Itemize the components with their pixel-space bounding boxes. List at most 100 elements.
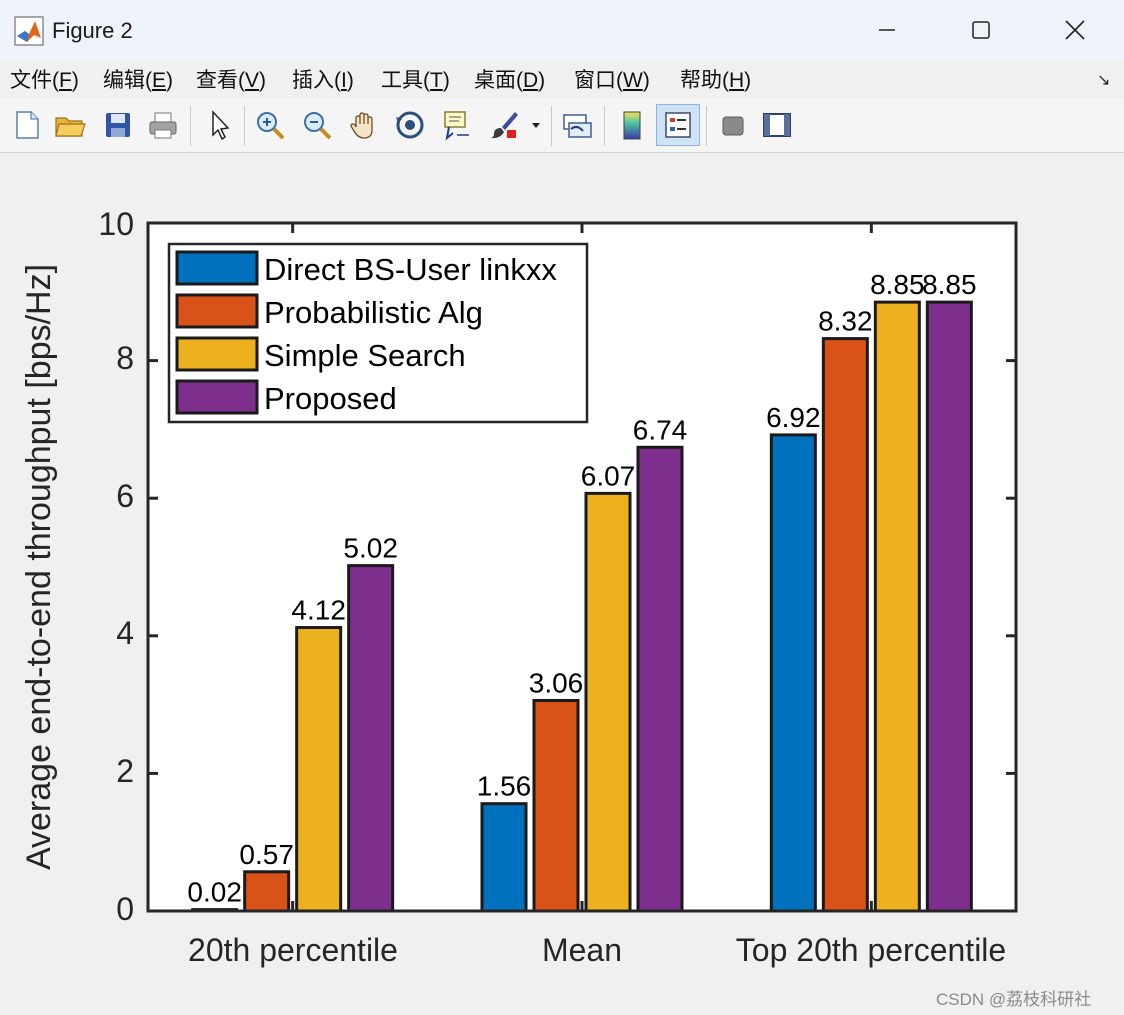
y-tick-label: 2 (116, 753, 134, 789)
data-label: 6.92 (766, 402, 821, 433)
zoom-in-button[interactable] (250, 104, 290, 146)
menu-view[interactable]: 查看(V) (196, 69, 267, 92)
rotate-3d-icon (396, 111, 424, 139)
bar[interactable] (584, 491, 632, 913)
data-label: 5.02 (343, 533, 398, 564)
data-label: 0.57 (239, 839, 294, 870)
y-tick-label: 10 (98, 206, 134, 242)
data-cursor-icon (444, 111, 469, 141)
data-label: 1.56 (477, 771, 532, 802)
legend[interactable]: Direct BS-User linkxx Probabilistic Alg … (167, 242, 589, 424)
open-file-button[interactable] (50, 104, 90, 146)
chevron-down-icon (532, 123, 540, 128)
edit-plot-arrow-icon (212, 110, 230, 141)
legend-label-direct: Direct BS-User linkxx (264, 252, 557, 287)
menu-help[interactable]: 帮助(H) (680, 69, 752, 92)
menu-edit[interactable]: 编辑(E) (103, 69, 174, 92)
legend-icon (665, 112, 691, 138)
bar[interactable] (295, 626, 343, 913)
data-label: 6.74 (633, 414, 688, 445)
y-tick-label: 4 (116, 615, 134, 651)
x-tick-label: Mean (542, 932, 622, 968)
save-button[interactable] (98, 104, 138, 146)
bar[interactable] (873, 300, 921, 913)
x-tick-label: 20th percentile (188, 932, 398, 968)
minimize-icon (879, 29, 895, 31)
bar-chart: 0.02 1.56 6.92 0.57 3.06 8.32 4.12 6.07 8.85 5.02… (20, 206, 1018, 968)
bar[interactable] (636, 445, 684, 913)
toolbar-separator (244, 106, 245, 146)
x-tick-label: Top 20th percentile (736, 932, 1006, 968)
brush-button[interactable] (484, 104, 524, 146)
legend-swatch-direct (175, 250, 259, 286)
zoom-out-button[interactable] (297, 104, 337, 146)
y-tick-label: 0 (116, 891, 134, 927)
bar[interactable] (243, 870, 291, 913)
bar[interactable] (821, 337, 869, 913)
toolbar-separator (706, 106, 707, 146)
bars (191, 300, 973, 913)
legend-button[interactable] (656, 104, 700, 146)
bar[interactable] (480, 802, 528, 913)
legend-swatch-simple (175, 336, 259, 372)
y-axis-label: Average end-to-end throughput [bps/Hz] (20, 264, 58, 870)
bar[interactable] (925, 300, 973, 913)
colorbar-button[interactable] (612, 104, 652, 146)
minimize-button[interactable] (840, 0, 934, 60)
data-label: 8.85 (870, 269, 925, 300)
save-icon (106, 113, 130, 137)
zoom-in-icon (257, 112, 285, 140)
menu-desktop[interactable]: 桌面(D) (474, 69, 546, 92)
legend-label-simple: Simple Search (264, 338, 466, 373)
close-icon (1065, 20, 1085, 40)
legend-swatch-probabilistic (175, 293, 259, 329)
watermark: CSDN @荔枝科研社 (936, 990, 1092, 1009)
bar[interactable] (532, 698, 580, 913)
menu-file[interactable]: 文件(F) (10, 69, 79, 92)
figure-canvas: 0.02 1.56 6.92 0.57 3.06 8.32 4.12 6.07 8.85 5.02… (0, 153, 1124, 1015)
close-button[interactable] (1028, 0, 1122, 60)
data-label: 3.06 (529, 667, 584, 698)
toolbar-separator (190, 106, 191, 146)
bar[interactable] (347, 564, 395, 913)
zoom-out-icon (304, 112, 332, 140)
new-figure-button[interactable] (7, 104, 47, 146)
x-tick-labels: 20th percentile Mean Top 20th percentile (188, 932, 1006, 968)
legend-label-probabilistic: Probabilistic Alg (264, 295, 483, 330)
maximize-button[interactable] (934, 0, 1028, 60)
data-label: 8.32 (818, 306, 873, 337)
open-file-icon (55, 117, 86, 137)
data-labels: 0.02 1.56 6.92 0.57 3.06 8.32 4.12 6.07 8.85 5.02… (187, 269, 976, 908)
data-cursor-button[interactable] (437, 104, 477, 146)
menu-bar (0, 60, 1124, 98)
rotate-3d-button[interactable] (390, 104, 430, 146)
y-tick-label: 6 (116, 478, 134, 514)
print-button[interactable] (143, 104, 183, 146)
menu-tools[interactable]: 工具(T) (381, 69, 450, 92)
legend-swatch-proposed (175, 379, 259, 415)
edit-plot-button[interactable] (199, 104, 239, 146)
toolbar-separator (551, 106, 552, 146)
toolbar-separator (604, 106, 605, 146)
dock-arrow-icon[interactable]: ↘ (1097, 72, 1111, 89)
data-label: 6.07 (581, 460, 636, 491)
link-plot-button[interactable] (557, 104, 597, 146)
colorbar-icon (623, 111, 641, 140)
matlab-logo-icon (14, 16, 44, 46)
hide-plot-tools-button[interactable] (713, 104, 753, 146)
y-tick-labels: 0 2 4 6 8 10 (98, 206, 134, 927)
data-label: 4.12 (291, 595, 346, 626)
print-icon (149, 112, 177, 139)
menu-window[interactable]: 窗口(W) (574, 69, 650, 92)
legend-label-proposed: Proposed (264, 381, 397, 416)
pan-button[interactable] (344, 104, 384, 146)
data-label: 8.85 (922, 269, 977, 300)
y-tick-label: 8 (116, 340, 134, 376)
bar[interactable] (769, 433, 817, 913)
brush-dropdown-button[interactable] (526, 104, 546, 146)
maximize-icon (972, 21, 990, 39)
menu-insert[interactable]: 插入(I) (292, 69, 354, 92)
title-bar[interactable]: Figure 2 (0, 0, 1124, 60)
show-plot-tools-button[interactable] (757, 104, 797, 146)
